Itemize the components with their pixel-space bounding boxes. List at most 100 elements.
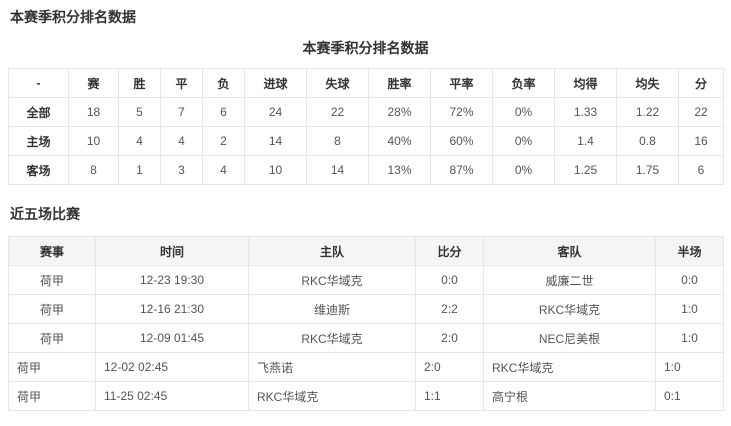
data-cell: 维迪斯 [248,294,416,324]
header-cell: 客队 [483,236,656,266]
data-cell: 24 [244,97,307,127]
header-cell: 均得 [554,68,617,98]
data-cell: 22 [678,97,724,127]
standings-table-head: - 赛胜平负进球 失球 胜率 平率 负率 均得 均失分 [8,68,724,98]
data-cell: 0:0 [655,265,724,295]
data-cell: 飞燕诺 [248,352,416,382]
data-cell: 22 [306,97,369,127]
data-cell: 2 [202,126,245,156]
data-cell: 6 [678,155,724,185]
data-cell: 1.25 [554,155,617,185]
header-cell: 胜率 [368,68,431,98]
data-cell: 1.22 [616,97,679,127]
table-row: 全部 18 5 7 6 24 22 28% 72% 0% 1.33 1.22 22 [8,97,724,127]
data-cell: 10 [244,155,307,185]
data-cell: 4 [160,126,203,156]
data-cell: RKC华域克 [483,294,656,324]
header-cell: - [8,68,69,98]
data-cell: 2:0 [415,352,484,382]
page: 本赛季积分排名数据 本赛季积分排名数据 - 赛胜平负进球 失球 胜率 平率 负率 均得 均失分… [0,9,731,411]
data-cell: 40% [368,126,431,156]
data-cell: 荷甲 [8,323,96,353]
data-cell: 0% [492,126,555,156]
data-cell: 威廉二世 [483,265,656,295]
data-cell: 2:0 [415,323,484,353]
header-cell: 赛事 [8,236,96,266]
data-cell: 3 [160,155,203,185]
data-cell: 87% [430,155,493,185]
table-row: 荷甲 12-02 02:45 飞燕诺 2:0 RKC华域克 1:0 [8,352,724,382]
recent-matches-title: 近五场比赛 [10,206,80,222]
data-cell: 0.8 [616,126,679,156]
recent-matches-table: 赛事 时间 主队 比分 客队 半场 荷甲 12-23 19:30 RKC华域克 0:0 威廉二世 0… [8,236,724,411]
header-cell: 平 [160,68,203,98]
data-cell: 荷甲 [8,294,96,324]
header-cell: 平率 [430,68,493,98]
row-label: 主场 [8,126,69,156]
data-cell: 0:0 [415,265,484,295]
data-cell: 0% [492,97,555,127]
data-cell: 高宁根 [483,381,656,411]
data-cell: 0% [492,155,555,185]
table-row: 荷甲 12-23 19:30 RKC华域克 0:0 威廉二世 0:0 [8,265,724,295]
data-cell: 5 [118,97,161,127]
header-cell: 胜 [118,68,161,98]
data-cell: 13% [368,155,431,185]
data-cell: 4 [202,155,245,185]
header-cell: 失球 [306,68,369,98]
standings-table-caption: 本赛季积分排名数据 [302,40,429,56]
data-cell: 8 [306,126,369,156]
data-cell: 10 [68,126,119,156]
table-row: 荷甲 11-25 02:45 RKC华域克 1:1 高宁根 0:1 [8,381,724,411]
header-cell: 进球 [244,68,307,98]
header-cell: 时间 [95,236,249,266]
data-cell: 7 [160,97,203,127]
data-cell: 1 [118,155,161,185]
data-cell: 1.75 [616,155,679,185]
header-row: - 赛胜平负进球 失球 胜率 平率 负率 均得 均失分 [8,68,724,98]
table-row: 荷甲 12-16 21:30 维迪斯 2:2 RKC华域克 1:0 [8,294,724,324]
data-cell: 14 [244,126,307,156]
header-cell: 分 [678,68,724,98]
header-cell: 赛 [68,68,119,98]
data-cell: 60% [430,126,493,156]
header-cell: 负 [202,68,245,98]
header-cell: 比分 [415,236,484,266]
data-cell: 28% [368,97,431,127]
data-cell: RKC华域克 [248,323,416,353]
data-cell: 72% [430,97,493,127]
data-cell: RKC华域克 [483,352,656,382]
table-row: 主场 10 4 4 2 14 8 40% 60% 0% 1.4 0.8 16 [8,126,724,156]
data-cell: 2:2 [415,294,484,324]
data-cell: 6 [202,97,245,127]
data-cell: RKC华域克 [248,381,416,411]
data-cell: 12-23 19:30 [95,265,249,295]
recent-matches-table-body: 荷甲 12-23 19:30 RKC华域克 0:0 威廉二世 0:0 荷甲 12-16 21:… [8,265,724,411]
data-cell: 12-09 01:45 [95,323,249,353]
table-row: 荷甲 12-09 01:45 RKC华域克 2:0 NEC尼美根 1:0 [8,323,724,353]
data-cell: 12-16 21:30 [95,294,249,324]
standings-table-body: 全部 18 5 7 6 24 22 28% 72% 0% 1.33 1.22 22 主场 10 4 4 2 14 8 4… [8,97,724,185]
row-label: 客场 [8,155,69,185]
data-cell: 1:0 [655,323,724,353]
data-cell: 4 [118,126,161,156]
page-title: 本赛季积分排名数据 [10,9,136,25]
data-cell: 0:1 [655,381,724,411]
table-row: 客场 8 1 3 4 10 14 13% 87% 0% 1.25 1.75 6 [8,155,724,185]
recent-matches-table-head: 赛事 时间 主队 比分 客队 半场 [8,236,724,266]
data-cell: 1:0 [655,352,724,382]
data-cell: 荷甲 [8,352,96,382]
data-cell: 1:0 [655,294,724,324]
data-cell: 1.4 [554,126,617,156]
data-cell: 11-25 02:45 [95,381,249,411]
data-cell: 荷甲 [8,381,96,411]
data-cell: 14 [306,155,369,185]
row-label: 全部 [8,97,69,127]
data-cell: 1.33 [554,97,617,127]
data-cell: 16 [678,126,724,156]
data-cell: 12-02 02:45 [95,352,249,382]
header-cell: 负率 [492,68,555,98]
header-cell: 主队 [248,236,416,266]
data-cell: 荷甲 [8,265,96,295]
standings-table: - 赛胜平负进球 失球 胜率 平率 负率 均得 均失分 全部 18 5 7 6 24 22 28% 72% 0%… [8,68,724,185]
